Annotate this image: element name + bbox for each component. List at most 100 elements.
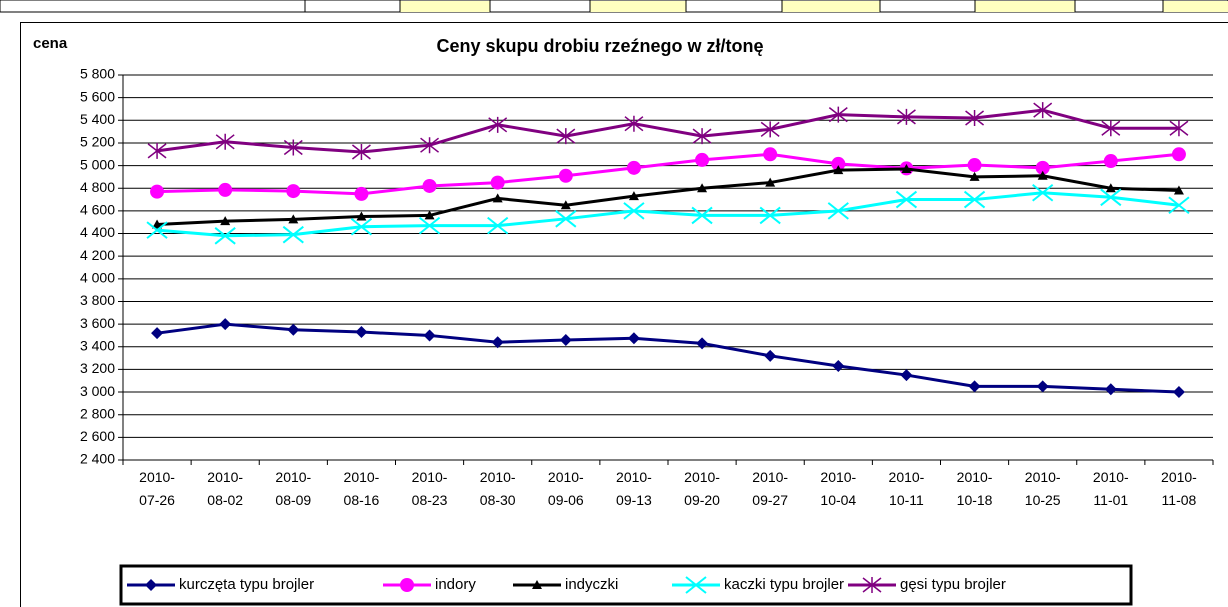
marker [354,186,369,201]
marker [492,193,503,203]
marker [532,580,542,589]
y-tick-label: 5 600 [80,88,115,104]
marker [150,184,165,199]
marker [628,191,639,201]
marker [691,206,713,225]
marker [558,168,573,183]
sheet-strip [0,0,1228,13]
y-tick-label: 5 200 [80,134,115,150]
marker [969,171,980,181]
marker [488,116,508,133]
x-tick-label: 2010-09-20 [684,469,720,508]
y-tick-label: 3 600 [80,315,115,331]
marker [1103,154,1118,169]
marker [145,579,157,591]
marker [765,177,776,187]
marker [965,110,985,127]
y-tick-label: 4 800 [80,179,115,195]
x-tick-label: 2010-09-27 [752,469,788,508]
marker [288,214,299,224]
marker [831,156,846,171]
series-line [157,152,1180,196]
marker [490,175,505,190]
series-line [156,191,1180,238]
y-tick-label: 5 800 [80,66,115,82]
marker [282,225,304,244]
marker [555,210,577,228]
marker [968,380,981,393]
legend-label: gęsi typu brojler [900,576,1006,593]
chart-title: Ceny skupu drobiu rzeźnego w zł/tonę [436,36,763,56]
marker [1171,147,1186,162]
marker [827,202,849,220]
marker [424,210,435,220]
marker [420,137,440,154]
marker [1173,185,1184,195]
marker [146,221,168,239]
marker [1037,170,1048,180]
x-tick-label: 2010-10-04 [820,469,856,508]
marker [696,337,709,350]
x-tick-label: 2010-07-26 [139,469,175,508]
marker [833,165,844,175]
x-tick-label: 2010-08-09 [275,469,311,508]
marker [1035,160,1050,175]
marker [627,332,640,345]
marker [760,121,780,138]
marker [1033,102,1053,119]
y-axis-label: cena [33,35,68,52]
marker [685,576,707,594]
marker [283,139,303,156]
x-tick-label: 2010-10-25 [1025,469,1061,508]
marker [219,318,232,331]
y-tick-label: 3 000 [80,383,115,399]
marker [151,327,164,340]
marker [896,108,916,125]
marker [556,128,576,145]
marker [963,190,986,209]
y-tick-label: 3 400 [80,337,115,353]
legend-label: kaczki typu brojler [724,576,844,593]
marker [356,211,367,221]
x-tick-label: 2010-08-16 [344,469,380,508]
x-tick-label: 2010-11-01 [1093,469,1129,508]
y-tick-label: 3 200 [80,360,115,376]
series-line [156,108,1179,154]
legend-label: indory [435,576,476,593]
sheet-cell [1163,1,1228,12]
marker [695,152,710,167]
x-tick-label: 2010-08-23 [412,469,448,508]
marker [422,178,437,193]
x-tick-label: 2010-08-30 [480,469,516,508]
y-tick-label: 3 800 [80,292,115,308]
sheet-borders [304,0,1164,12]
marker [215,133,235,150]
marker [900,369,913,382]
marker [214,227,236,245]
marker [147,142,167,159]
sheet-cell [400,1,490,12]
marker [623,202,645,220]
x-tick-label: 2010-10-18 [957,469,993,508]
x-tick-label: 2010-09-13 [616,469,652,508]
marker [1036,380,1049,393]
y-tick-label: 4 000 [80,270,115,286]
marker [350,217,373,236]
y-tick-label: 4 400 [80,224,115,240]
marker [697,183,708,193]
marker [1100,188,1122,207]
y-tick-label: 2 800 [80,405,115,421]
x-tick-label: 2010-08-02 [207,469,243,508]
marker [287,323,300,336]
marker [220,216,231,226]
x-tick-label: 2010-10-11 [889,469,925,508]
marker [423,329,436,342]
marker [559,333,572,346]
y-tick-label: 5 000 [80,156,115,172]
marker [400,578,414,592]
sheet-cell [590,1,686,12]
marker [286,184,301,199]
y-tick-label: 4 200 [80,247,115,263]
